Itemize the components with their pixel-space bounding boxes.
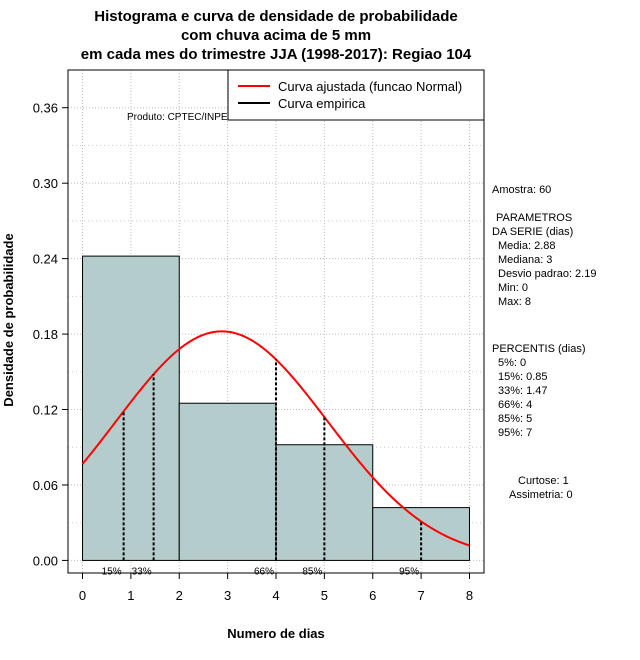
percentile-lines: 15% 33% 66% 85% 95% — [102, 359, 423, 577]
normal-curve — [81, 330, 470, 547]
param-min: Min: 0 — [498, 282, 528, 294]
curtose: Curtose: 1 — [518, 475, 569, 487]
histogram-bar-0 — [82, 255, 180, 561]
percentil-15: 15%: 0.85 — [498, 371, 548, 383]
x-tick-label-7: 7 — [417, 588, 424, 603]
percentil-33: 33%: 1.47 — [498, 385, 548, 397]
param-mean: Media: 2.88 — [498, 240, 555, 252]
y-tick-label-6: 0.36 — [33, 101, 58, 116]
product-label: Produto: CPTEC/INPE — [127, 112, 228, 123]
x-tick-label-0: 0 — [79, 588, 86, 603]
x-tick-label-1: 1 — [127, 588, 134, 603]
percentil-5: 5%: 0 — [498, 357, 526, 369]
percentis-title: PERCENTIS (dias) — [492, 343, 586, 355]
assimetria: Assimetria: 0 — [509, 489, 573, 501]
curve-layer — [81, 330, 470, 547]
percentile-label-3: 85% — [302, 566, 322, 577]
legend-label-empirical: Curva empirica — [278, 96, 366, 111]
x-tick-label-6: 6 — [369, 588, 376, 603]
legend-label-normal: Curva ajustada (funcao Normal) — [278, 79, 462, 94]
percentile-label-4: 95% — [399, 566, 419, 577]
percentile-label-0: 15% — [102, 566, 122, 577]
y-tick-label-0: 0.00 — [33, 553, 58, 568]
side-panel: Amostra: 60 PARAMETROS DA SERIE (dias) M… — [492, 184, 596, 501]
legend-box — [227, 69, 485, 121]
y-tick-label-2: 0.12 — [33, 403, 58, 418]
percentil-85: 85%: 5 — [498, 413, 532, 425]
y-tick-label-5: 0.30 — [33, 176, 58, 191]
x-tick-label-3: 3 — [224, 588, 231, 603]
percentil-66: 66%: 4 — [498, 399, 532, 411]
y-tick-label-4: 0.24 — [33, 252, 58, 267]
params-title-1: PARAMETROS — [496, 212, 572, 224]
chart-title-line-3: em cada mes do trimestre JJA (1998-2017)… — [81, 46, 472, 63]
x-tick-label-5: 5 — [321, 588, 328, 603]
x-tick-label-4: 4 — [272, 588, 279, 603]
percentil-95: 95%: 7 — [498, 427, 532, 439]
y-tick-label-3: 0.18 — [33, 327, 58, 342]
axes-layer: 0 1 2 3 4 5 6 7 8 0.00 0.06 0.12 0.18 0.24 0.30 0.36 — [33, 101, 473, 603]
chart-title-line-1: Histograma e curva de densidade de proba… — [94, 8, 457, 25]
param-sd: Desvio padrao: 2.19 — [498, 268, 596, 280]
percentile-label-1: 33% — [132, 566, 152, 577]
sample-size: Amostra: 60 — [492, 184, 551, 196]
chart-title-line-2: com chuva acima de 5 mm — [181, 27, 371, 44]
histogram-bar-1 — [178, 402, 277, 561]
param-max: Max: 8 — [498, 296, 531, 308]
params-title-2: DA SERIE (dias) — [492, 226, 573, 238]
y-tick-label-1: 0.06 — [33, 478, 58, 493]
percentile-label-2: 66% — [254, 566, 274, 577]
x-tick-label-8: 8 — [466, 588, 473, 603]
x-axis-title: Numero de dias — [227, 626, 325, 641]
x-tick-label-2: 2 — [176, 588, 183, 603]
y-axis-title: Densidade de probabilidade — [1, 233, 16, 406]
legend: Curva ajustada (funcao Normal) Curva emp… — [227, 69, 485, 121]
param-median: Mediana: 3 — [498, 254, 552, 266]
